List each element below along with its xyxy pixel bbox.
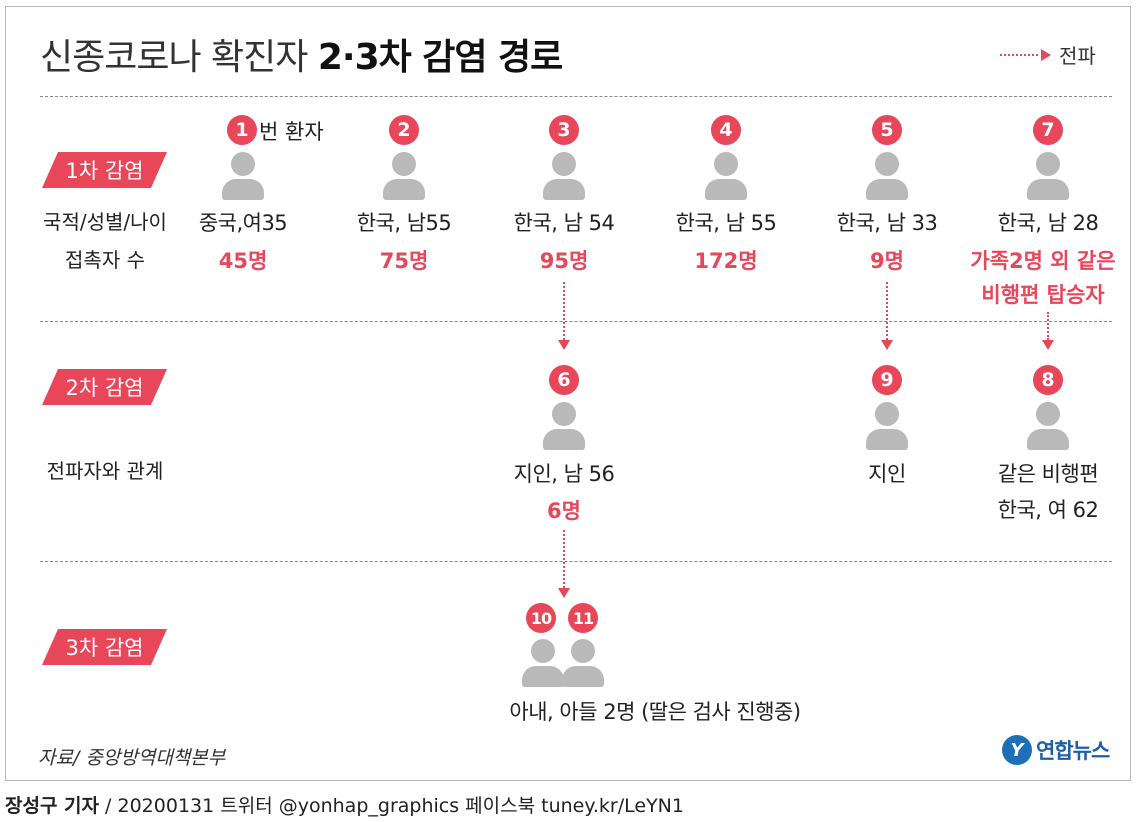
arrowhead-icon bbox=[1042, 340, 1054, 350]
divider-1 bbox=[40, 321, 1112, 322]
patient-badge-9: 9 bbox=[872, 365, 902, 395]
patient-badge-2: 2 bbox=[389, 115, 419, 145]
patient-2-contacts: 75명 bbox=[379, 249, 429, 273]
page-title: 신종코로나 확진자 2·3차 감염 경로 bbox=[40, 28, 563, 80]
patient-1-contacts: 45명 bbox=[218, 249, 268, 273]
patient-8-info-line1: 같은 비행편 bbox=[997, 462, 1099, 486]
yonhap-logo-icon: Y bbox=[1002, 735, 1032, 765]
stage-tag-third: 3차 감염 bbox=[42, 629, 167, 665]
patient-badge-8: 8 bbox=[1033, 365, 1063, 395]
patient-7-contacts-line2: 비행편 탑승자 bbox=[981, 283, 1105, 307]
patient-badge-11: 11 bbox=[568, 603, 598, 633]
patient-3-contacts: 95명 bbox=[539, 249, 589, 273]
title-light: 신종코로나 확진자 bbox=[40, 37, 308, 78]
patient-4-info: 한국, 남 55 bbox=[675, 211, 777, 235]
patient-badge-1: 1 bbox=[227, 115, 257, 145]
footer-credits: 장성구 기자 / 20200131 트위터 @yonhap_graphics 페… bbox=[5, 791, 684, 818]
patient-6-info: 지인, 남 56 bbox=[513, 462, 615, 486]
patient-5-contacts: 9명 bbox=[870, 249, 904, 273]
patient-8-info-line2: 한국, 여 62 bbox=[997, 498, 1099, 522]
legend-arrow-icon bbox=[1041, 48, 1051, 61]
patient-3-info: 한국, 남 54 bbox=[513, 211, 615, 235]
person-icon bbox=[219, 152, 267, 200]
row-label-nationality: 국적/성별/나이 bbox=[43, 210, 167, 234]
patient-badge-3: 3 bbox=[549, 115, 579, 145]
patient-badge-5: 5 bbox=[872, 115, 902, 145]
patient-4-contacts: 172명 bbox=[694, 249, 758, 273]
person-icon bbox=[559, 639, 607, 687]
spread-arrow-3-to-6 bbox=[563, 282, 565, 340]
patient-10-11-info: 아내, 아들 2명 (딸은 검사 진행중) bbox=[509, 700, 801, 724]
yonhap-logo-name: 연합뉴스 bbox=[1036, 739, 1110, 763]
person-icon bbox=[540, 402, 588, 450]
person-icon bbox=[540, 152, 588, 200]
legend-label: 전파 bbox=[1059, 44, 1096, 68]
arrowhead-icon bbox=[558, 340, 570, 350]
person-icon bbox=[702, 152, 750, 200]
legend-dotted-line bbox=[1000, 53, 1038, 56]
patient-1-info: 중국,여35 bbox=[198, 211, 288, 235]
footer-author: 장성구 기자 bbox=[5, 795, 100, 817]
row-label-contacts: 접촉자 수 bbox=[65, 248, 145, 272]
infographic-frame bbox=[5, 6, 1131, 781]
source-note: 자료/ 중앙방역대책본부 bbox=[38, 747, 226, 769]
arrowhead-icon bbox=[558, 588, 570, 598]
patient-1-suffix: 번 환자 bbox=[259, 120, 324, 144]
patient-badge-7: 7 bbox=[1033, 115, 1063, 145]
patient-badge-4: 4 bbox=[711, 115, 741, 145]
person-icon bbox=[519, 639, 567, 687]
legend: 전파 bbox=[1000, 40, 1096, 69]
divider-2 bbox=[40, 561, 1112, 562]
person-icon bbox=[863, 402, 911, 450]
patient-9-info: 지인 bbox=[868, 462, 906, 486]
patient-7-info: 한국, 남 28 bbox=[997, 211, 1099, 235]
person-icon bbox=[380, 152, 428, 200]
row-label-relation: 전파자와 관계 bbox=[46, 459, 164, 483]
stage-tag-second: 2차 감염 bbox=[42, 369, 167, 405]
person-icon bbox=[863, 152, 911, 200]
stage-tag-first: 1차 감염 bbox=[42, 152, 167, 188]
divider-top bbox=[40, 96, 1112, 97]
patient-6-contacts: 6명 bbox=[547, 499, 581, 523]
spread-arrow-6-to-10-11 bbox=[563, 530, 565, 588]
spread-arrow-7-to-8 bbox=[1047, 312, 1049, 340]
patient-badge-6: 6 bbox=[549, 365, 579, 395]
patient-7-contacts-line1: 가족2명 외 같은 bbox=[970, 249, 1116, 273]
patient-badge-10: 10 bbox=[526, 603, 556, 633]
yonhap-logo: Y 연합뉴스 bbox=[1002, 735, 1110, 765]
patient-2-info: 한국, 남55 bbox=[356, 211, 452, 235]
title-bold: 2·3차 감염 경로 bbox=[317, 37, 563, 78]
person-icon bbox=[1024, 402, 1072, 450]
person-icon bbox=[1024, 152, 1072, 200]
footer-rest: / 20200131 트위터 @yonhap_graphics 페이스북 tun… bbox=[99, 795, 684, 817]
patient-5-info: 한국, 남 33 bbox=[836, 211, 938, 235]
arrowhead-icon bbox=[881, 340, 893, 350]
spread-arrow-5-to-9 bbox=[886, 282, 888, 340]
